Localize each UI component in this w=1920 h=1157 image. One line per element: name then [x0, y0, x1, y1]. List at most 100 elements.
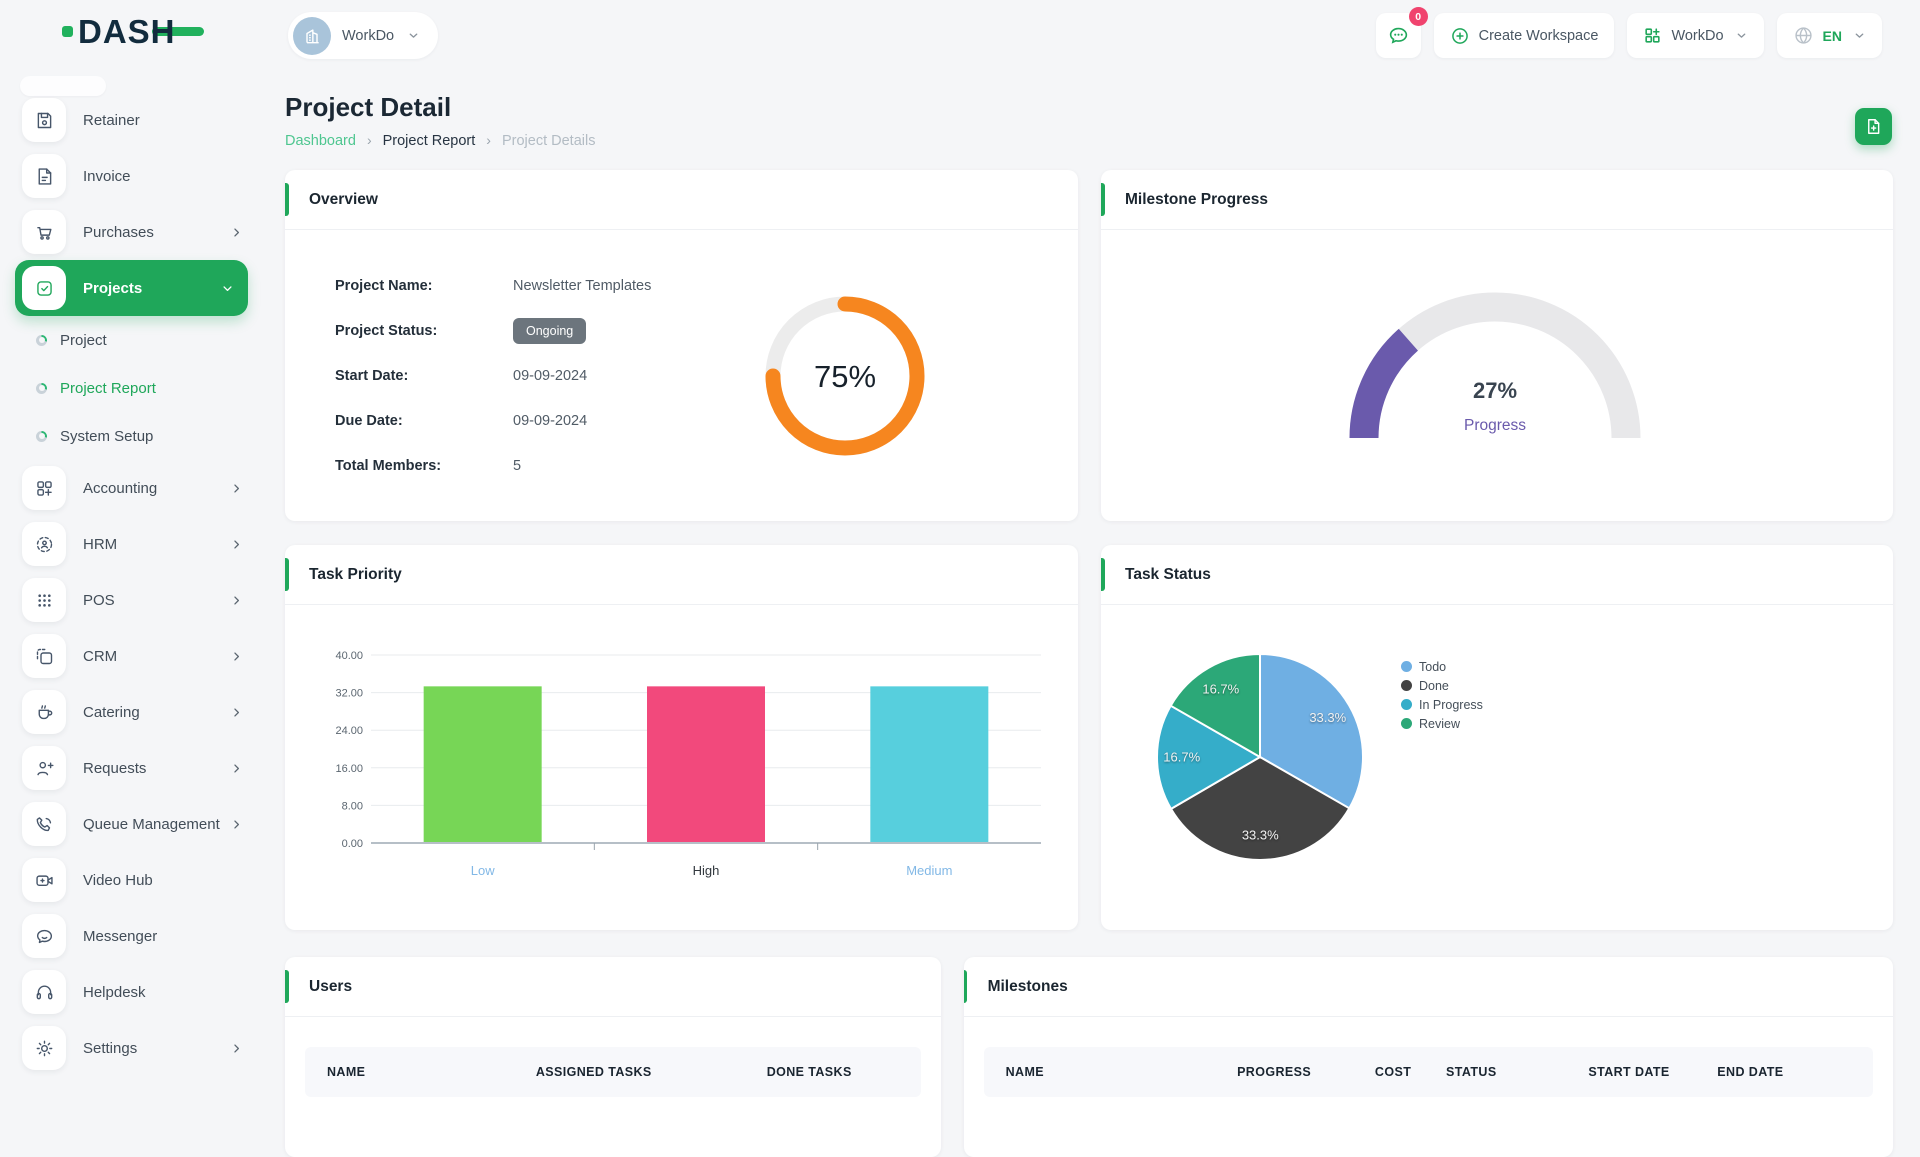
svg-text:0.00: 0.00: [342, 838, 363, 850]
sidebar-item-system-setup[interactable]: System Setup: [22, 412, 256, 460]
sidebar-item-hrm[interactable]: HRM: [22, 516, 250, 572]
chevron-right-icon: [229, 537, 244, 552]
workspace-name: WorkDo: [342, 27, 395, 44]
overview-fields: Project Name: Newsletter Templates Proje…: [285, 230, 1078, 488]
sidebar-item-video-hub[interactable]: Video Hub: [22, 852, 250, 908]
svg-text:8.00: 8.00: [342, 800, 363, 812]
export-report-button[interactable]: [1855, 108, 1892, 145]
pos-icon: [22, 578, 66, 622]
settings-icon: [22, 1026, 66, 1070]
chevron-right-icon: [229, 1041, 244, 1056]
crm-icon: [22, 634, 66, 678]
breadcrumb-project-report[interactable]: Project Report: [356, 132, 476, 149]
sidebar-item-pos[interactable]: POS: [22, 572, 250, 628]
logo-text: DASH: [78, 13, 176, 50]
sidebar-item-projects[interactable]: Projects: [15, 260, 248, 316]
milestone-progress-gauge: 27% Progress: [1335, 278, 1655, 456]
chevron-down-icon: [220, 281, 235, 296]
overview-field: Start Date: 09-09-2024: [335, 367, 588, 384]
file-plus-icon: [1868, 119, 1880, 134]
legend-dot-icon: [1401, 718, 1412, 729]
language-selector[interactable]: EN: [1776, 13, 1882, 58]
column-header: END DATE: [1717, 1065, 1784, 1079]
card-title: Overview: [309, 190, 378, 208]
overview-field: Project Status: Ongoing: [335, 308, 1078, 353]
submenu-dot-icon: [36, 382, 47, 394]
submenu-dot-icon: [36, 334, 47, 346]
breadcrumb-project-details: Project Details: [475, 132, 595, 149]
logo-dash-icon: [151, 27, 204, 36]
workspace-selector[interactable]: WorkDo: [288, 12, 439, 59]
column-header: DONE TASKS: [766, 1065, 852, 1079]
legend-item-todo[interactable]: Todo: [1401, 657, 1483, 676]
messages-button[interactable]: 0: [1375, 7, 1428, 58]
svg-text:Progress: Progress: [1464, 417, 1526, 434]
topbar: DASH WorkDo 0 Create Workspace: [0, 0, 1920, 72]
sidebar-nav: Retainer Invoice Purchases Projects Proj…: [15, 92, 256, 1076]
milestones-table-header: NAME PROGRESS COST STATUS START DATE END DATE: [983, 1047, 1873, 1097]
sidebar-item-messenger[interactable]: Messenger: [22, 908, 250, 964]
overview-card: Overview Project Name: Newsletter Templa…: [285, 170, 1078, 521]
projects-icon: [22, 266, 66, 310]
sidebar-item-helpdesk[interactable]: Helpdesk: [22, 964, 250, 1020]
workspace-menu-button[interactable]: WorkDo: [1627, 13, 1764, 58]
sidebar-item-purchases[interactable]: Purchases: [22, 204, 250, 260]
page-title: Project Detail: [285, 92, 452, 122]
grid-plus-icon: [1645, 28, 1661, 43]
breadcrumb-dashboard[interactable]: Dashboard: [285, 132, 356, 149]
sidebar-item-queue-management[interactable]: Queue Management: [22, 796, 250, 852]
svg-text:Low: Low: [471, 863, 495, 878]
legend-item-review[interactable]: Review: [1401, 714, 1483, 733]
invoice-icon: [22, 154, 66, 198]
queue-icon: [22, 802, 66, 846]
chevron-right-icon: [229, 817, 244, 832]
requests-icon: [22, 746, 66, 790]
chevron-right-icon: [229, 225, 244, 240]
building-icon: [293, 16, 331, 55]
overview-field: Due Date: 09-09-2024: [335, 412, 588, 429]
create-workspace-button[interactable]: Create Workspace: [1433, 13, 1615, 58]
svg-text:16.7%: 16.7%: [1163, 749, 1200, 764]
sidebar-item-requests[interactable]: Requests: [22, 740, 250, 796]
sidebar-item-retainer[interactable]: Retainer: [22, 92, 250, 148]
sidebar-item-crm[interactable]: CRM: [22, 628, 250, 684]
sidebar: Retainer Invoice Purchases Projects Proj…: [0, 72, 256, 1080]
legend-item-in-progress[interactable]: In Progress: [1401, 695, 1483, 714]
chevron-down-icon: [409, 33, 418, 38]
legend-dot-icon: [1401, 661, 1412, 672]
chevron-right-icon: [229, 761, 244, 776]
task-status-card: Task Status 33.3% 33.3% 16.7% 16.7% Todo Do…: [1101, 545, 1893, 930]
legend-dot-icon: [1401, 699, 1412, 710]
legend-dot-icon: [1401, 680, 1412, 691]
circle-plus-icon: [1451, 27, 1468, 44]
chevron-down-icon: [1737, 33, 1745, 38]
sidebar-item-settings[interactable]: Settings: [22, 1020, 250, 1076]
card-title: Task Status: [1125, 565, 1211, 583]
main-content: Project Detail DashboardProject ReportPr…: [256, 72, 1920, 1157]
globe-icon: [1794, 27, 1812, 44]
scrolled-item-partial: [20, 76, 106, 96]
svg-text:27%: 27%: [1473, 378, 1517, 403]
legend-item-done[interactable]: Done: [1401, 676, 1483, 695]
app-logo: DASH: [62, 15, 204, 48]
column-header: START DATE: [1588, 1065, 1670, 1079]
svg-text:75%: 75%: [814, 359, 876, 394]
milestone-progress-card: Milestone Progress 27% Progress: [1101, 170, 1893, 521]
svg-text:33.3%: 33.3%: [1309, 710, 1346, 725]
svg-text:High: High: [693, 863, 720, 878]
sidebar-item-invoice[interactable]: Invoice: [22, 148, 250, 204]
chevron-down-icon: [1855, 33, 1864, 38]
chevron-right-icon: [229, 593, 244, 608]
sidebar-item-project[interactable]: Project: [22, 316, 256, 364]
chevron-right-icon: [229, 649, 244, 664]
catering-icon: [22, 690, 66, 734]
sidebar-item-accounting[interactable]: Accounting: [22, 460, 250, 516]
column-header: COST: [1374, 1065, 1412, 1079]
sidebar-item-project-report[interactable]: Project Report: [22, 364, 256, 412]
svg-text:Medium: Medium: [906, 863, 952, 878]
card-title: Milestones: [987, 977, 1068, 995]
column-header: STATUS: [1446, 1065, 1497, 1079]
cart-icon: [22, 210, 66, 254]
chevron-right-icon: [229, 481, 244, 496]
sidebar-item-catering[interactable]: Catering: [22, 684, 250, 740]
